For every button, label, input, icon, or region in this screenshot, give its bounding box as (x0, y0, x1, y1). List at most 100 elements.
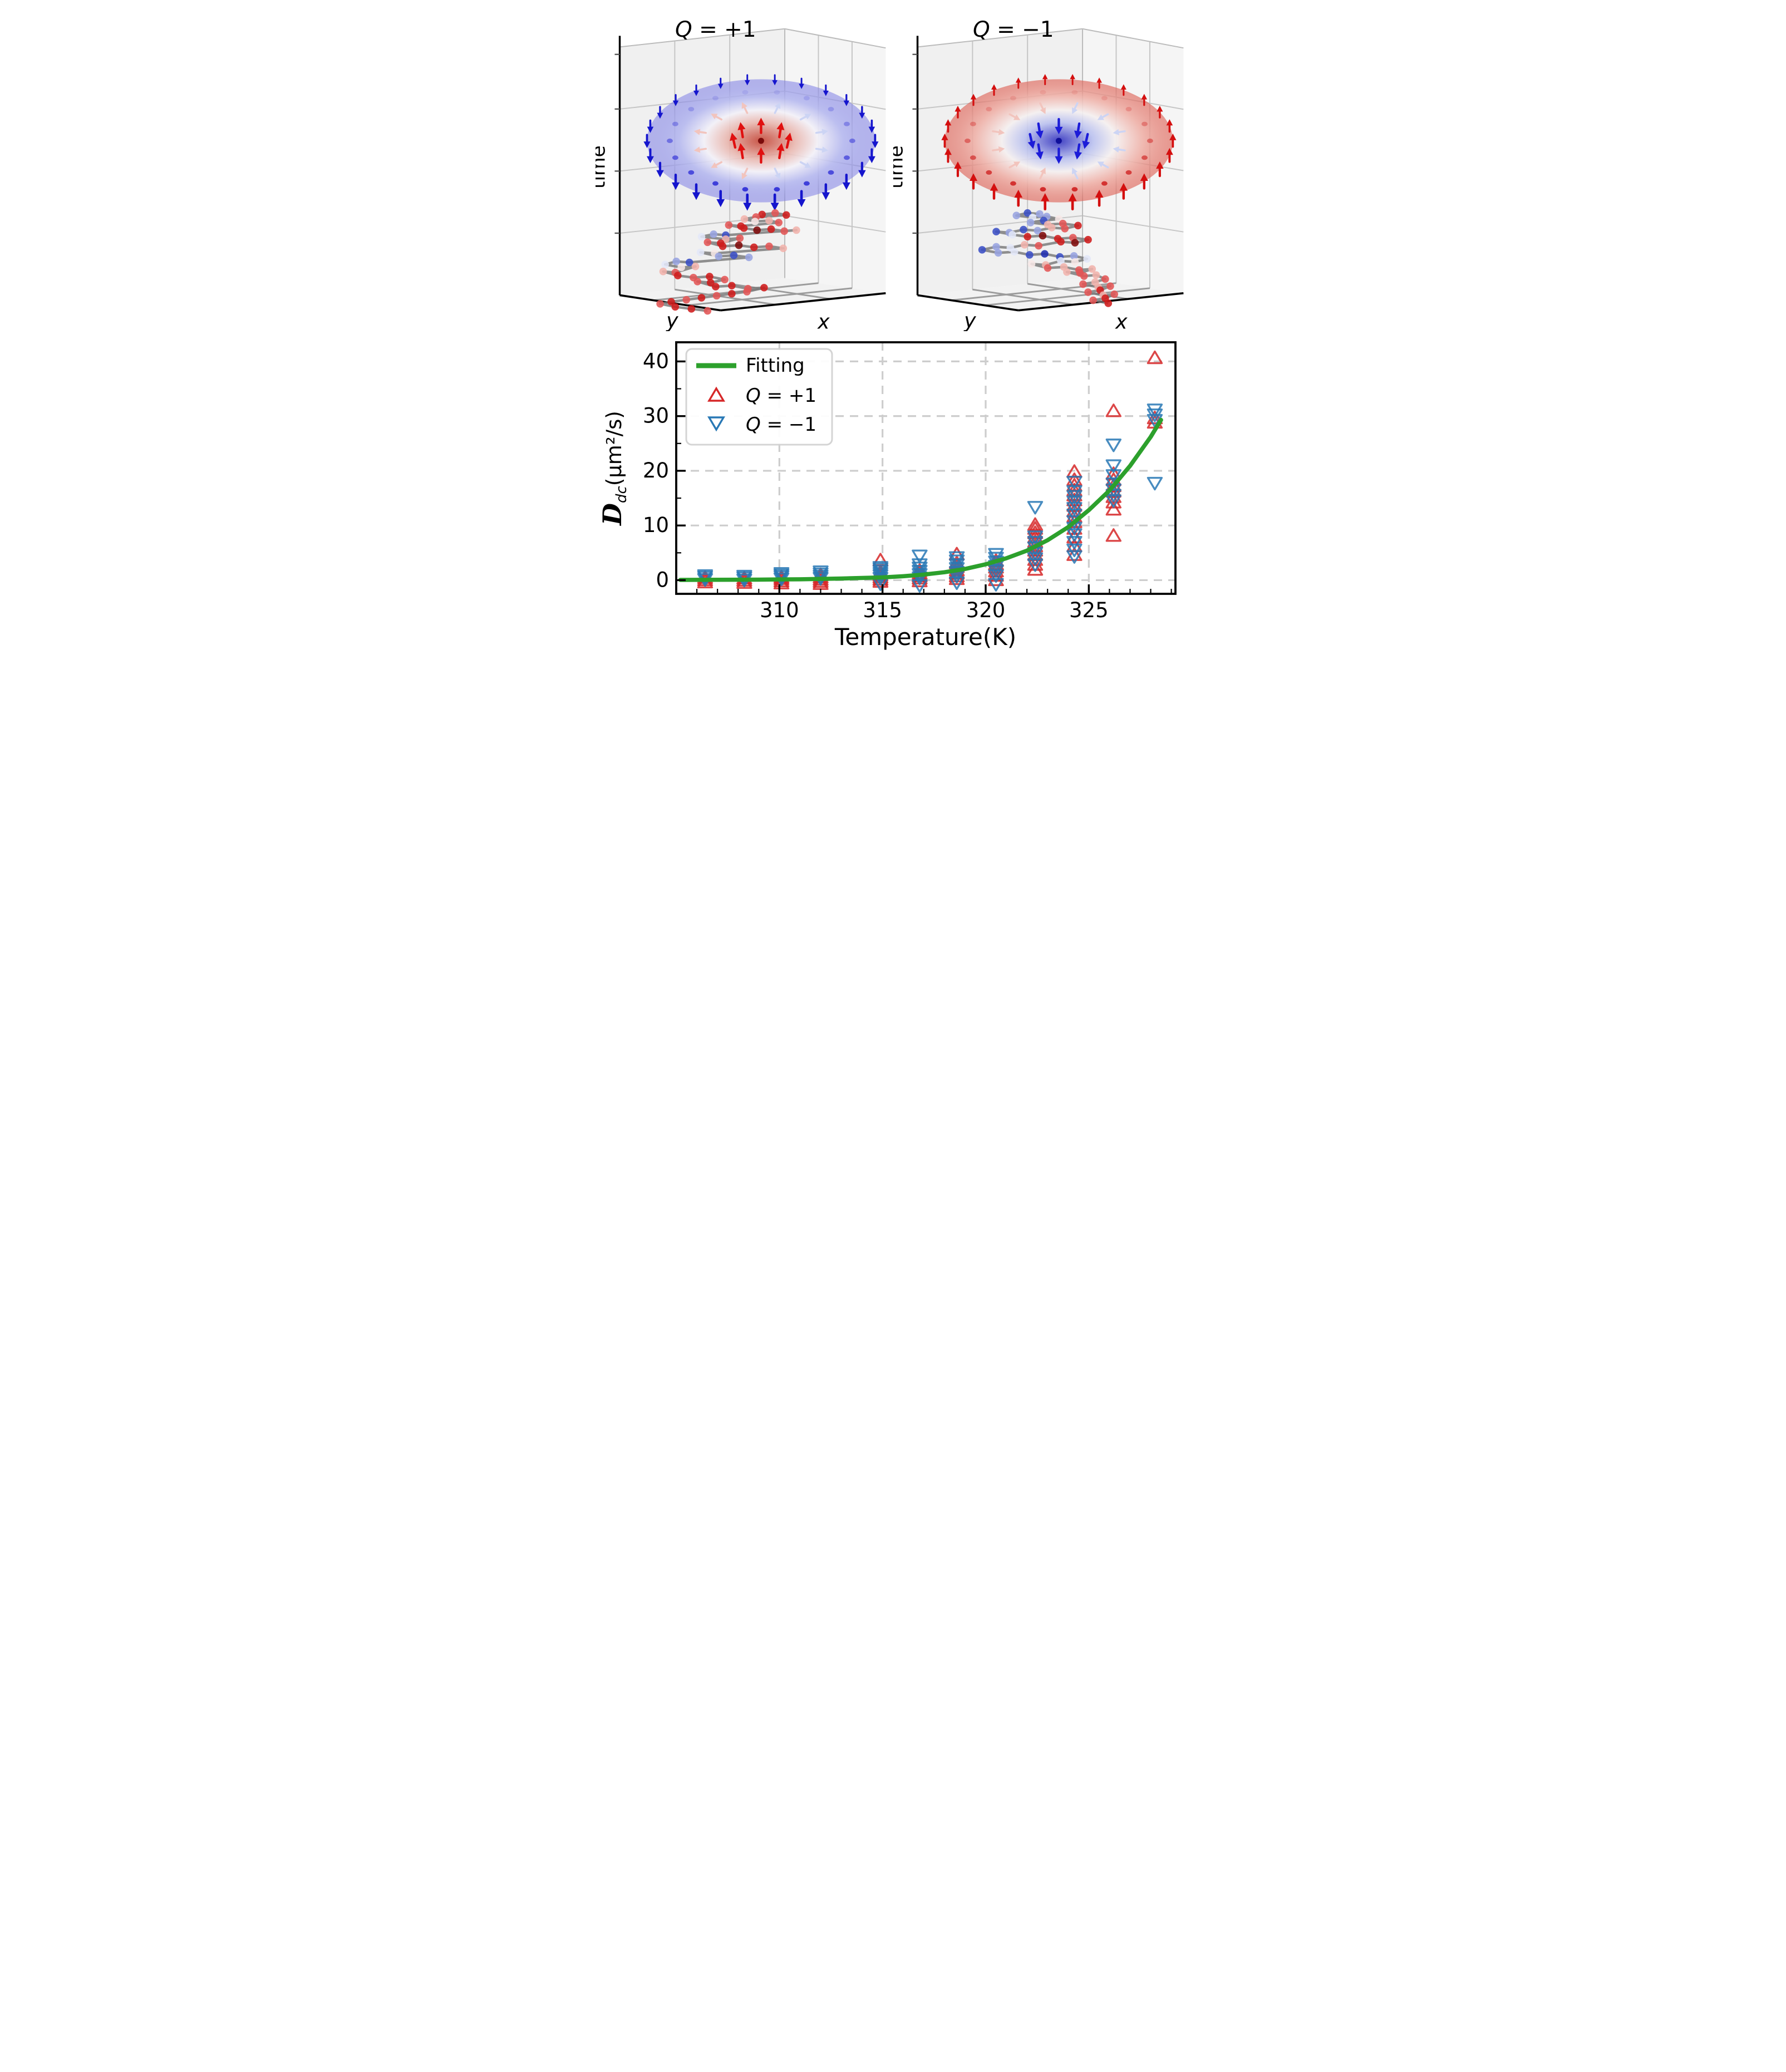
mid-spin-arrow (741, 102, 747, 109)
core-spin-arrow (1054, 156, 1062, 164)
box-top-edge (619, 28, 785, 48)
mid-spin-arrow (693, 146, 700, 153)
trajectory-point (752, 226, 761, 234)
spin-dot (828, 107, 834, 112)
trajectory-point (1020, 241, 1029, 249)
scatter-marker (872, 567, 888, 581)
core-spin-arrow (756, 117, 765, 126)
core-spin-arrow (778, 149, 782, 160)
skyrmion-core-dot (1055, 137, 1062, 144)
core-spin-arrow (1074, 130, 1082, 139)
trajectory-point (656, 300, 664, 308)
spin-dot (773, 90, 780, 95)
spin-dot (672, 155, 678, 160)
figure-page: Q = +1 time y x Q = −1 time y x 310 315 32… (596, 0, 1191, 654)
rim-spin-arrow (771, 80, 778, 86)
3d-panels-row: Q = +1 time y x Q = −1 time y x (596, 6, 1191, 331)
trajectory-point (1025, 251, 1034, 259)
x-tick-label: 320 (966, 598, 1005, 622)
rim-spin-arrow (1040, 193, 1049, 201)
skyrmion-core-dot (757, 137, 764, 144)
mid-spin-arrow (774, 106, 779, 114)
trajectory-point (677, 263, 685, 272)
trajectory-point (727, 282, 736, 290)
trajectory-point (727, 289, 736, 298)
rim-spin-arrow (672, 100, 678, 106)
rim-spin-arrow (656, 112, 663, 119)
trajectory-point (730, 252, 737, 259)
panel-q-plus-3d-plot: Q = +1 time y x (596, 17, 886, 331)
rim-spin-arrow (944, 119, 951, 126)
legend-label: Fitting (746, 355, 805, 377)
rim-spin-arrow (1169, 134, 1176, 140)
trajectory-point (1101, 275, 1109, 283)
core-spin-arrow (729, 132, 737, 141)
rim-spin-arrow (1166, 119, 1173, 126)
spin-dot (712, 181, 719, 186)
spin-dot (970, 155, 976, 160)
scatter-marker (697, 569, 713, 583)
panel-q-minus-3d-plot: Q = −1 time y x (893, 17, 1184, 331)
mid-spin-arrow (715, 115, 722, 121)
scatter-marker (812, 569, 829, 584)
mid-spin-arrow (804, 114, 811, 120)
floor-gridline (674, 288, 776, 306)
box-top-edge (784, 28, 886, 49)
trajectory-point (1023, 209, 1031, 217)
trajectory-point (1039, 232, 1046, 240)
legend-marker-sample (707, 416, 725, 432)
trajectory-point (1056, 238, 1065, 246)
mid-spin-arrow (1013, 114, 1020, 120)
rim-spin-arrow (647, 126, 653, 133)
trajectory-point (667, 298, 675, 306)
x-tick-label: 310 (760, 598, 799, 622)
core-spin-arrow (1037, 143, 1041, 154)
trajectory-point (1026, 219, 1034, 227)
mid-spin-arrow (804, 162, 811, 168)
rim-spin-arrow (954, 105, 961, 112)
mid-spin-arrow (799, 115, 807, 121)
spin-dot (672, 121, 678, 126)
trajectory-point (1040, 250, 1049, 258)
trajectory-point (714, 252, 722, 260)
core-spin-arrow (784, 132, 793, 141)
trajectory-point (693, 278, 701, 286)
trajectory-point (1074, 222, 1082, 230)
y-axis-label: y (963, 309, 976, 331)
rim-spin-arrow (1141, 93, 1147, 100)
core-spin-arrow (1081, 140, 1090, 149)
trajectory-point (1034, 242, 1042, 250)
rim-spin-arrow (656, 170, 664, 178)
y-axis-spine (917, 294, 1019, 312)
trajectory-point (765, 216, 773, 225)
trajectory-point (696, 248, 704, 257)
scatter-marker (948, 554, 965, 568)
spin-dot (1040, 90, 1046, 95)
trajectory-point (740, 224, 747, 232)
core-spin-arrow (1076, 143, 1080, 154)
scatter-marker (987, 548, 1004, 562)
legend-label: Q = −1 (746, 414, 816, 436)
mid-spin-arrow (698, 147, 707, 151)
trajectory-point (661, 260, 669, 268)
mid-spin-arrow (1039, 172, 1044, 180)
floor (917, 278, 1183, 311)
scatter-marker (1066, 475, 1083, 490)
scatter-marker (1105, 459, 1121, 473)
scatter-marker (812, 567, 829, 582)
rim-spin-arrow (990, 183, 998, 191)
z-axis-label: time (596, 145, 609, 189)
rim-spin-arrow (1140, 173, 1148, 181)
spin-dot (1010, 181, 1016, 186)
scatter-marker (1105, 528, 1121, 542)
rim-spin-arrow (842, 182, 850, 190)
trajectory-point (1071, 258, 1079, 266)
mid-spin-arrow (815, 131, 823, 134)
scatter-marker (1066, 550, 1083, 564)
rim-spin-arrow (941, 134, 948, 140)
floor-gridline (984, 287, 1150, 307)
core-spin-arrow (740, 149, 744, 160)
trajectory-point (720, 275, 729, 284)
trajectory-point (1061, 224, 1069, 233)
rim-spin-arrow (716, 199, 725, 208)
